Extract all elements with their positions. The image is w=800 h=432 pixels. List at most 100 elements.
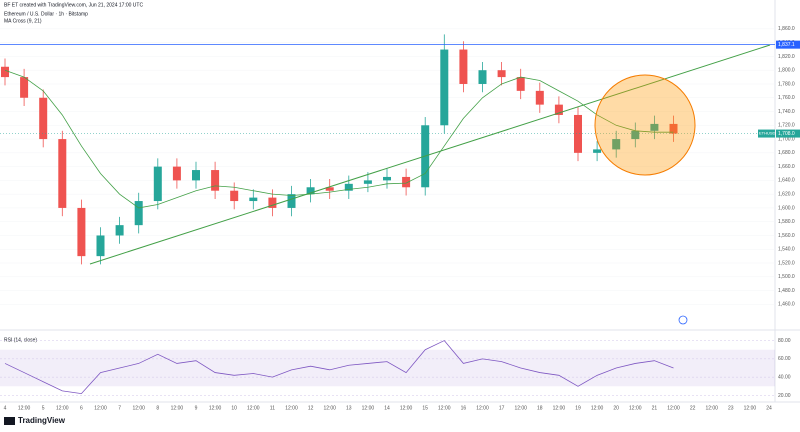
candle-body — [77, 207, 86, 257]
y-tick-label: 1,460.0 — [778, 302, 795, 308]
x-tick-label: 21 — [652, 405, 658, 411]
y-tick-label: 1,720.0 — [778, 123, 795, 129]
x-tick-label: 12:00 — [400, 405, 413, 411]
price-tag-label: 1,837.1 — [778, 42, 795, 48]
candle-body — [669, 123, 678, 134]
y-tick-label: 1,740.0 — [778, 109, 795, 115]
candle-body — [650, 123, 659, 131]
x-tick-label: 9 — [195, 405, 198, 411]
candle-body — [593, 149, 602, 153]
x-tick-label: 16 — [461, 405, 467, 411]
x-tick-label: 12:00 — [438, 405, 451, 411]
candle-body — [402, 176, 411, 188]
logo-icon — [4, 417, 15, 425]
candle-body — [230, 190, 239, 202]
series-line — [4, 340, 674, 395]
x-tick-label: 8 — [156, 405, 159, 411]
x-tick-label: 12:00 — [744, 405, 757, 411]
candle-body — [58, 139, 67, 208]
y-tick-label: 1,620.0 — [778, 191, 795, 197]
x-tick-label: 12:00 — [247, 405, 260, 411]
highlight-circle — [594, 74, 696, 176]
candle-body — [134, 201, 143, 226]
y-tick-label: 1,800.0 — [778, 68, 795, 74]
indicator-name: MA Cross (9, 21) — [4, 18, 42, 24]
candle-body — [574, 114, 582, 153]
y-tick-label: 1,600.0 — [778, 205, 795, 211]
x-tick-label: 12:00 — [171, 405, 184, 411]
candle-body — [612, 139, 621, 150]
candle-body — [516, 77, 525, 91]
candle-body — [535, 90, 544, 105]
price-tag-label: 1,708.0 — [778, 131, 795, 137]
x-tick-label: 12:00 — [705, 405, 718, 411]
y-tick-label: 1,500.0 — [778, 274, 795, 280]
y-tick-label: 20.00 — [778, 393, 791, 399]
candle-body — [172, 166, 181, 181]
x-tick-label: 19 — [575, 405, 581, 411]
x-tick-label: 12:00 — [591, 405, 604, 411]
x-tick-label: 12:00 — [362, 405, 375, 411]
candle-body — [268, 197, 277, 208]
candle-body — [459, 49, 468, 84]
x-tick-label: 12:00 — [94, 405, 107, 411]
candle-body — [1, 66, 9, 78]
candle-body — [20, 77, 29, 98]
reset-icon[interactable] — [678, 315, 688, 325]
candle-body — [249, 197, 258, 202]
y-tick-label: 1,660.0 — [778, 164, 795, 170]
symbol-title: Ethereum / U.S. Dollar · 1h · Bitstamp — [4, 11, 88, 17]
x-tick-label: 12:00 — [667, 405, 680, 411]
symbol-tag-label: ETHUSD — [759, 131, 776, 136]
trend-line — [89, 44, 771, 265]
y-tick-label: 1,820.0 — [778, 54, 795, 60]
candle-body — [344, 183, 353, 191]
y-tick-label: 1,640.0 — [778, 178, 795, 184]
x-tick-label: 12:00 — [323, 405, 336, 411]
x-tick-label: 12:00 — [553, 405, 566, 411]
y-tick-label: 1,760.0 — [778, 95, 795, 101]
series-line — [4, 69, 674, 209]
y-tick-label: 1,580.0 — [778, 219, 795, 225]
credit: BF ET created with TradingView.com, Jun … — [4, 2, 143, 8]
rsi-band — [0, 349, 775, 387]
x-tick-label: 11 — [270, 405, 275, 411]
candle-body — [631, 130, 640, 140]
price-tag — [776, 129, 800, 138]
candle-body — [306, 187, 315, 195]
y-tick-label: 1,680.0 — [778, 150, 795, 156]
y-tick-label: 1,560.0 — [778, 233, 795, 239]
candle-body — [287, 194, 296, 208]
x-tick-label: 12:00 — [56, 405, 69, 411]
candle-body — [153, 166, 162, 202]
x-tick-label: 14 — [384, 405, 390, 411]
candle-body — [440, 49, 449, 126]
symbol-tag — [758, 129, 775, 138]
x-tick-label: 12:00 — [514, 405, 527, 411]
x-tick-label: 24 — [766, 405, 772, 411]
y-tick-label: 60.00 — [778, 356, 791, 362]
x-tick-label: 4 — [4, 405, 7, 411]
x-tick-label: 17 — [499, 405, 505, 411]
x-tick-label: 12:00 — [209, 405, 222, 411]
y-tick-label: 1,700.0 — [778, 136, 795, 142]
candle-body — [115, 225, 124, 236]
candle-body — [211, 170, 220, 191]
x-tick-label: 23 — [728, 405, 734, 411]
y-tick-label: 80.00 — [778, 338, 791, 344]
candle-body — [478, 70, 487, 84]
x-tick-label: 5 — [42, 405, 45, 411]
x-tick-label: 12:00 — [132, 405, 145, 411]
x-tick-label: 10 — [231, 405, 237, 411]
y-tick-label: 1,540.0 — [778, 247, 795, 253]
candle-body — [192, 170, 200, 181]
candle-body — [363, 180, 372, 184]
candle-body — [554, 104, 563, 115]
x-tick-label: 13 — [346, 405, 352, 411]
x-tick-label: 7 — [118, 405, 121, 411]
x-tick-label: 12:00 — [629, 405, 642, 411]
x-tick-label: 12:00 — [18, 405, 31, 411]
y-tick-label: 1,480.0 — [778, 288, 795, 294]
